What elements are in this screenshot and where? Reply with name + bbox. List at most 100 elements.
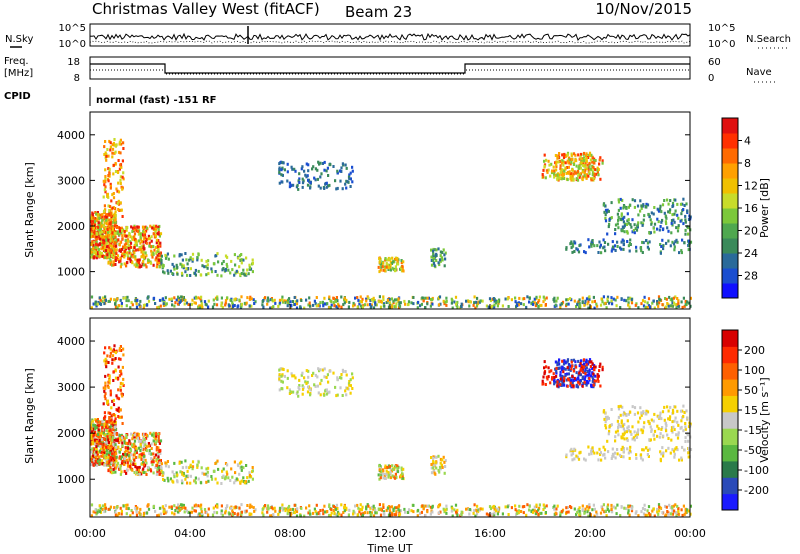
velocity-cell [568,364,571,368]
velocity-cell [281,373,284,377]
power-cell [681,305,684,309]
power-cell [95,236,98,240]
power-cell [220,296,223,300]
power-cell [335,305,338,309]
velocity-cell [94,442,97,446]
velocity-cell [111,459,114,463]
power-cell [584,168,587,172]
power-cell [606,297,609,301]
date-label: 10/Nov/2015 [595,0,692,18]
power-cell [110,254,113,257]
velocity-cell [555,374,558,378]
power-cell [289,306,292,310]
power-cell [416,306,419,310]
power-cell [278,302,281,306]
velocity-cell [103,510,106,514]
velocity-cell [90,442,93,446]
velocity-cell [135,451,138,455]
velocity-cell [387,475,390,479]
power-cell [135,305,139,309]
power-cell [139,299,142,303]
power-cell [378,295,381,299]
power-cell [323,296,326,300]
power-cell [645,202,648,206]
power-cell [602,203,605,207]
velocity-cell [165,510,168,514]
velocity-cell [593,514,596,518]
power-cell [605,306,608,310]
power-cell [394,257,397,261]
power-cell [429,297,433,301]
power-cell [159,244,162,248]
power-cell [158,264,161,268]
velocity-cell [101,420,104,423]
power-cell [442,299,445,303]
velocity-cell [142,437,145,441]
power-cell [142,250,145,254]
velocity-cell [110,423,113,427]
velocity-cell [145,445,148,449]
power-cell [619,246,622,250]
power-cell [226,255,229,259]
velocity-cell [303,376,306,380]
power-cell [290,165,293,169]
velocity-cell [562,370,565,374]
velocity-cell [639,406,642,410]
power-cell [117,238,120,242]
power-cell [652,299,655,303]
power-cell [90,295,94,299]
velocity-cell [432,466,435,470]
power-cell [193,296,196,300]
power-cell [154,246,157,250]
velocity-cell [631,437,634,441]
power-cell [187,267,190,270]
power-cell [593,244,596,248]
power-cell [666,302,669,305]
velocity-cell [640,510,643,514]
velocity-cell [666,405,669,409]
power-cell [391,303,394,307]
velocity-cell [120,415,123,419]
velocity-cell [197,513,200,517]
power-cell [627,297,630,301]
power-cell [340,170,343,173]
power-cell [142,230,145,234]
power-cell [614,223,618,227]
velocity-cell [577,508,580,511]
power-cell [116,231,119,235]
power-cell [570,240,573,244]
power-cell [138,263,141,267]
velocity-cell [205,480,208,484]
velocity-cell [239,480,242,484]
velocity-cell [592,372,595,376]
velocity-cell [108,416,111,419]
velocity-cell [163,478,166,482]
velocity-cell [139,443,142,447]
velocity-cell [679,409,683,413]
power-cell [586,302,589,306]
velocity-cell [119,370,122,373]
velocity-cell [359,503,362,507]
velocity-cell [335,394,338,398]
power-cell [393,269,397,273]
power-cell [653,206,656,209]
velocity-cell [112,471,115,474]
power-cell [587,300,590,304]
velocity-cell [141,440,144,444]
velocity-data [90,344,693,518]
power-cell [434,253,437,257]
velocity-cell [562,379,565,383]
velocity-cell [157,438,160,441]
power-cell [181,258,184,262]
power-cell [372,299,375,303]
power-cell [113,244,116,248]
velocity-cell [383,475,386,479]
velocity-cell [278,377,281,381]
power-cell [238,254,242,258]
power-cell [587,306,590,310]
velocity-cell [133,458,136,462]
velocity-cell [626,419,629,423]
power-cell [162,302,165,306]
power-cell [468,300,471,304]
velocity-cell [641,458,644,462]
